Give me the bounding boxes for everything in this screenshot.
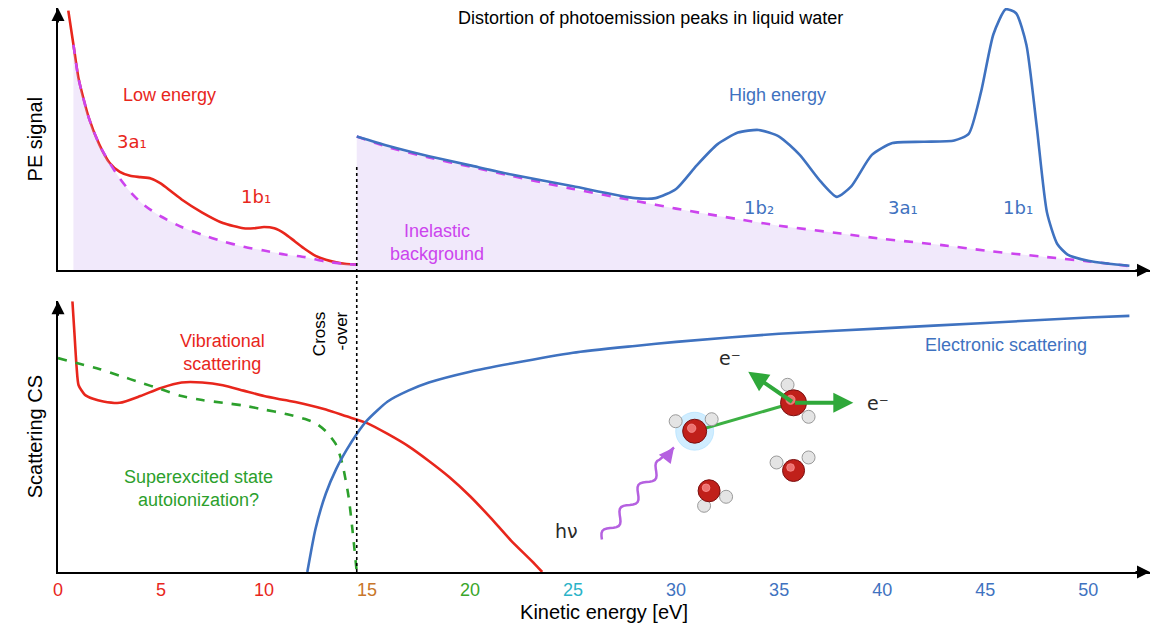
svg-text:Vibrationalscattering: Vibrationalscattering <box>180 331 265 374</box>
svg-text:1b₁: 1b₁ <box>241 186 271 207</box>
svg-text:40: 40 <box>872 580 892 600</box>
svg-text:25: 25 <box>563 580 583 600</box>
svg-text:Low energy: Low energy <box>123 85 216 105</box>
svg-text:Cross-over: Cross-over <box>310 311 351 356</box>
svg-text:hν: hν <box>555 520 578 542</box>
svg-text:30: 30 <box>666 580 686 600</box>
svg-text:Inelasticbackground: Inelasticbackground <box>390 221 484 264</box>
svg-text:3a₁: 3a₁ <box>117 131 147 152</box>
svg-text:High energy: High energy <box>729 85 826 105</box>
svg-text:Distortion of photoemission pe: Distortion of photoemission peaks in liq… <box>458 8 843 28</box>
svg-text:0: 0 <box>53 580 63 600</box>
svg-text:e⁻: e⁻ <box>867 392 889 414</box>
svg-text:50: 50 <box>1078 580 1098 600</box>
svg-text:35: 35 <box>769 580 789 600</box>
svg-text:3a₁: 3a₁ <box>888 197 918 218</box>
svg-text:Superexcited stateautoionizati: Superexcited stateautoionization? <box>124 467 273 510</box>
svg-text:1b₁: 1b₁ <box>1003 197 1033 218</box>
svg-text:15: 15 <box>357 580 377 600</box>
svg-text:5: 5 <box>156 580 166 600</box>
svg-text:PE signal: PE signal <box>24 97 46 182</box>
svg-text:10: 10 <box>254 580 274 600</box>
svg-text:e⁻: e⁻ <box>719 347 741 369</box>
svg-text:Kinetic energy [eV]: Kinetic energy [eV] <box>520 601 688 623</box>
svg-text:1b₂: 1b₂ <box>744 197 774 218</box>
svg-text:Scattering CS: Scattering CS <box>24 375 46 498</box>
svg-text:Electronic scattering: Electronic scattering <box>925 335 1087 355</box>
svg-text:20: 20 <box>460 580 480 600</box>
svg-text:45: 45 <box>975 580 995 600</box>
